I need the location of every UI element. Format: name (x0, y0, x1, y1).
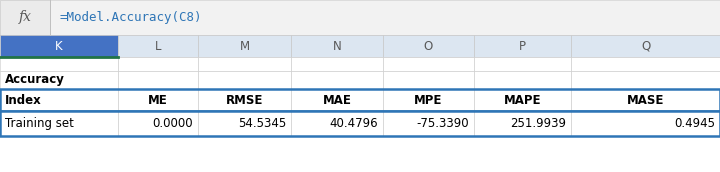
Bar (198, 71, 291, 89)
Bar (571, 89, 720, 111)
Bar (474, 71, 571, 89)
Text: N: N (333, 40, 341, 52)
Text: 54.5345: 54.5345 (238, 117, 286, 130)
Bar (0, 111, 118, 136)
Bar (474, 35, 571, 57)
Bar (198, 57, 291, 71)
Bar (198, 111, 291, 136)
Bar (383, 111, 474, 136)
Bar (0, 57, 118, 71)
Text: K: K (55, 40, 63, 52)
Bar (571, 71, 720, 89)
Text: Q: Q (641, 40, 650, 52)
Text: 0.4945: 0.4945 (674, 117, 715, 130)
Text: =Model.Accuracy(C8): =Model.Accuracy(C8) (60, 11, 202, 24)
Bar (118, 71, 198, 89)
Bar (383, 35, 474, 57)
Bar (0, 71, 118, 89)
Text: P: P (519, 40, 526, 52)
Bar (0, 89, 720, 111)
Bar (0, 111, 720, 136)
Text: -75.3390: -75.3390 (416, 117, 469, 130)
Text: O: O (424, 40, 433, 52)
Text: L: L (155, 40, 161, 52)
Text: 0.0000: 0.0000 (153, 117, 193, 130)
Bar (118, 111, 198, 136)
Bar (383, 71, 474, 89)
Text: Training set: Training set (5, 117, 74, 130)
Bar (291, 57, 383, 71)
Bar (474, 57, 571, 71)
Text: MASE: MASE (627, 94, 664, 106)
Text: Index: Index (5, 94, 42, 106)
Text: 251.9939: 251.9939 (510, 117, 566, 130)
Text: Accuracy: Accuracy (5, 73, 65, 87)
Bar (118, 57, 198, 71)
Bar (383, 89, 474, 111)
Bar (198, 35, 291, 57)
Bar (474, 111, 571, 136)
Text: M: M (240, 40, 250, 52)
Bar (118, 89, 198, 111)
Bar (198, 89, 291, 111)
Bar (291, 89, 383, 111)
Bar (0, 0, 50, 35)
Text: MAE: MAE (323, 94, 351, 106)
Text: MAPE: MAPE (504, 94, 541, 106)
Bar (0, 0, 720, 35)
Bar (383, 57, 474, 71)
Bar (474, 89, 571, 111)
Bar (118, 35, 198, 57)
Bar (291, 111, 383, 136)
Bar (571, 111, 720, 136)
Bar (291, 35, 383, 57)
Bar (571, 35, 720, 57)
Text: ME: ME (148, 94, 168, 106)
Text: 40.4796: 40.4796 (329, 117, 378, 130)
Bar (291, 71, 383, 89)
Bar (0, 35, 118, 57)
Bar (571, 57, 720, 71)
Text: RMSE: RMSE (226, 94, 264, 106)
Text: MPE: MPE (414, 94, 443, 106)
Text: fx: fx (19, 10, 32, 24)
Bar (0, 89, 118, 111)
